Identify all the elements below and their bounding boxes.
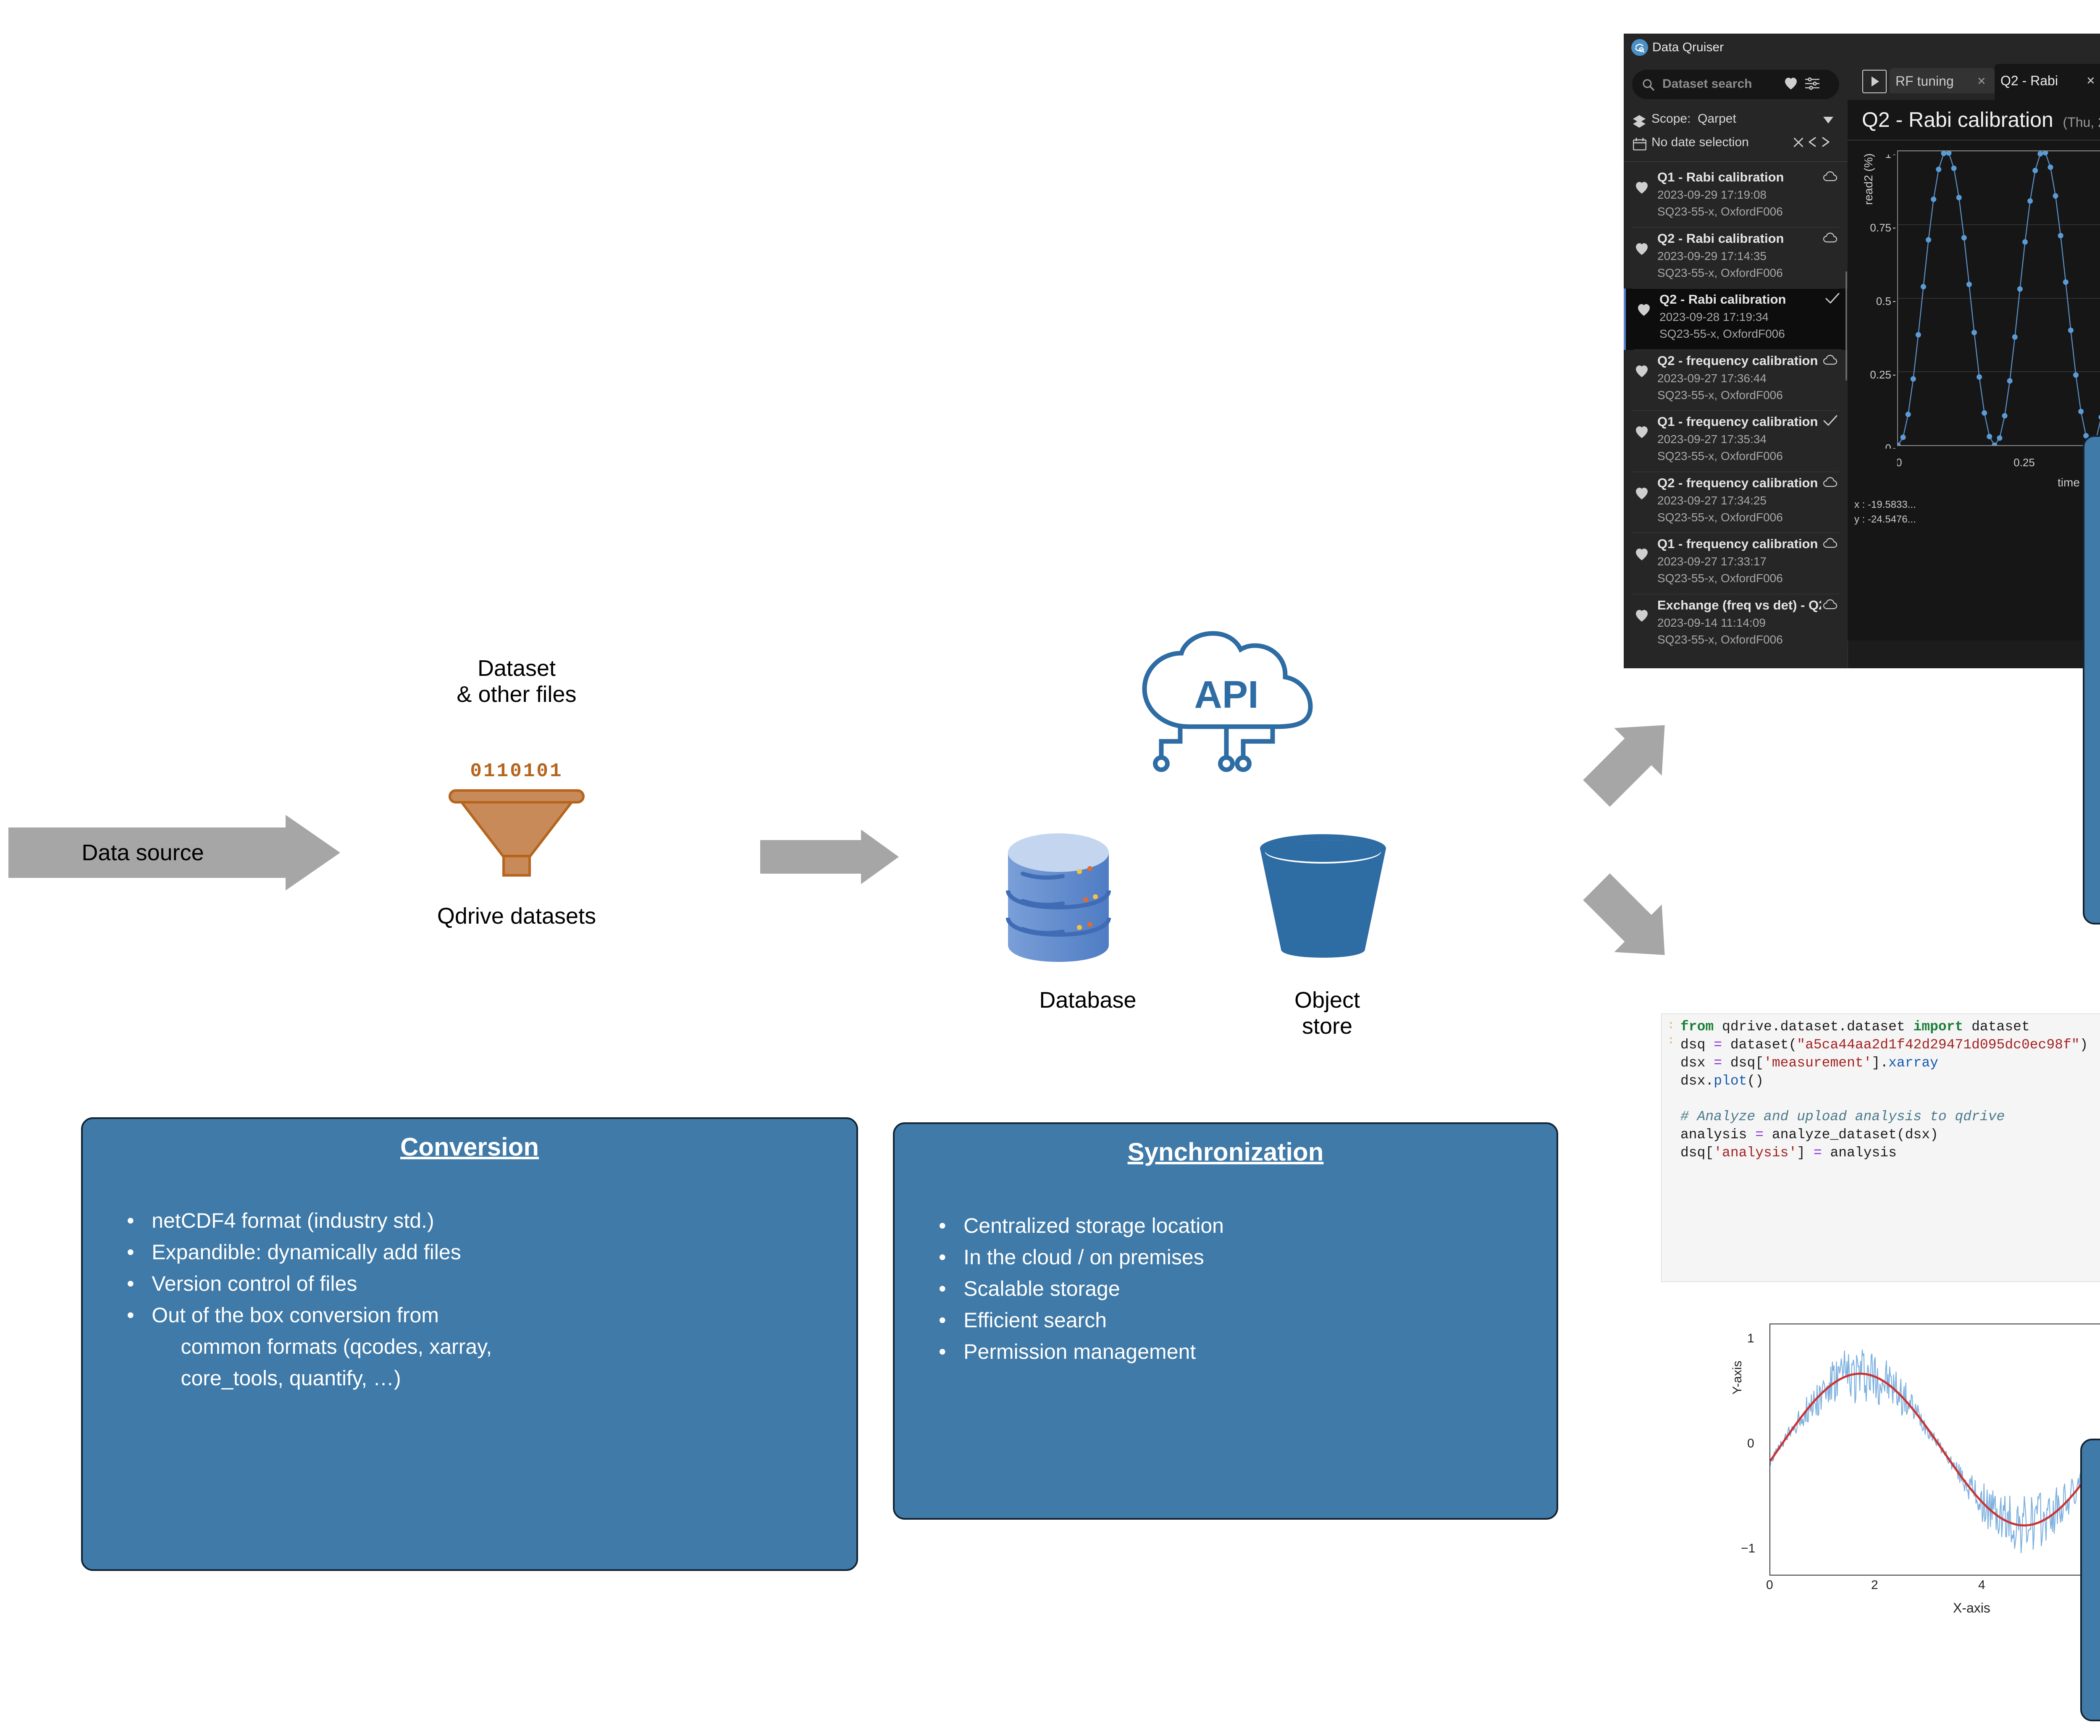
svg-text:API: API: [1194, 673, 1258, 716]
svg-text:-0: -0: [1897, 456, 1902, 469]
svg-text:-0: -0: [1882, 442, 1891, 449]
svg-text:0.25: 0.25: [2013, 456, 2035, 469]
svg-text:0.5: 0.5: [1876, 295, 1891, 307]
svg-text:0.25: 0.25: [1870, 368, 1891, 381]
svg-text:1: 1: [1885, 155, 1891, 160]
svg-text:0110101: 0110101: [470, 760, 563, 782]
svg-text:0.75: 0.75: [1870, 221, 1891, 234]
